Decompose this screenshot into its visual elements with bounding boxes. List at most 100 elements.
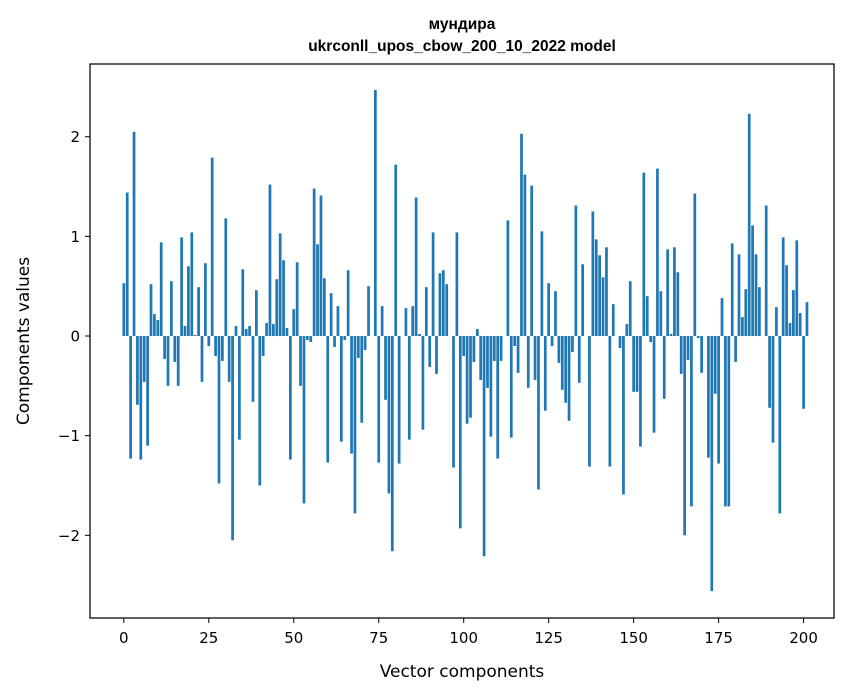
x-axis-label: Vector components <box>380 662 545 682</box>
bar-58 <box>319 195 323 337</box>
bar-108 <box>489 336 493 437</box>
bar-190 <box>768 336 771 408</box>
bar-56 <box>312 188 316 337</box>
y-tick-label: 0 <box>70 328 80 346</box>
bar-106 <box>482 336 486 557</box>
bar-18 <box>183 326 187 337</box>
bar-123 <box>540 231 544 337</box>
bar-138 <box>591 211 595 337</box>
bar-160 <box>666 249 669 337</box>
bar-115 <box>513 336 517 346</box>
bar-84 <box>407 336 411 440</box>
y-tick-label: 2 <box>70 128 80 146</box>
bar-81 <box>397 336 401 464</box>
bar-6 <box>142 336 146 382</box>
bar-36 <box>244 329 248 337</box>
bar-116 <box>516 336 520 373</box>
bar-80 <box>394 164 398 337</box>
bar-52 <box>299 336 302 386</box>
bar-87 <box>418 334 421 337</box>
bar-139 <box>594 239 598 337</box>
bar-186 <box>754 254 758 337</box>
bar-169 <box>696 336 700 339</box>
bar-167 <box>690 336 693 507</box>
bar-14 <box>170 281 173 337</box>
bar-12 <box>163 336 166 359</box>
bar-120 <box>530 185 534 337</box>
bar-146 <box>618 336 622 348</box>
bar-43 <box>268 184 272 337</box>
bar-35 <box>241 269 245 337</box>
bar-20 <box>190 232 194 337</box>
bar-157 <box>656 168 659 337</box>
bar-60 <box>326 336 330 463</box>
bar-174 <box>713 336 717 394</box>
bar-121 <box>533 336 537 380</box>
x-tick-label: 100 <box>449 629 478 647</box>
y-ticks-group: −2 −1 0 1 2 <box>58 128 90 545</box>
bar-66 <box>346 270 350 337</box>
x-tick-label: 0 <box>119 629 129 647</box>
bar-79 <box>390 336 394 552</box>
y-tick-label: 1 <box>70 228 80 246</box>
bar-57 <box>316 244 319 337</box>
bar-77 <box>384 336 387 400</box>
bar-127 <box>554 291 557 337</box>
bar-150 <box>632 336 635 392</box>
bar-149 <box>628 281 632 337</box>
bar-134 <box>577 336 581 383</box>
bar-55 <box>309 336 313 342</box>
bar-41 <box>261 336 265 356</box>
bar-105 <box>479 336 483 380</box>
bar-159 <box>662 336 666 399</box>
bar-38 <box>251 336 255 402</box>
bar-104 <box>475 329 479 337</box>
bar-154 <box>645 296 649 337</box>
x-tick-label: 50 <box>284 629 303 647</box>
bar-100 <box>462 336 466 356</box>
bar-64 <box>339 336 343 442</box>
bar-49 <box>289 336 292 460</box>
bar-107 <box>486 336 489 388</box>
x-tick-label: 125 <box>534 629 563 647</box>
bar-161 <box>669 334 673 337</box>
bar-200 <box>802 336 805 409</box>
bar-131 <box>567 336 571 421</box>
bar-24 <box>204 263 207 337</box>
bar-5 <box>139 336 143 460</box>
bar-177 <box>724 336 727 507</box>
bar-129 <box>560 336 564 390</box>
bar-54 <box>305 336 309 341</box>
bar-42 <box>265 323 268 337</box>
bar-183 <box>744 289 748 337</box>
bar-78 <box>387 336 391 494</box>
bar-47 <box>282 260 285 337</box>
bar-86 <box>414 197 418 337</box>
bar-193 <box>778 336 782 514</box>
bar-33 <box>234 326 238 337</box>
bar-117 <box>520 133 523 337</box>
bar-163 <box>676 272 680 337</box>
bar-170 <box>700 336 703 373</box>
y-tick-label: −2 <box>58 527 80 545</box>
bar-45 <box>275 279 279 337</box>
bar-184 <box>747 113 751 337</box>
bar-133 <box>574 205 578 337</box>
bar-182 <box>741 317 744 337</box>
bar-93 <box>438 273 442 337</box>
bar-69 <box>356 336 360 358</box>
bar-68 <box>353 336 357 514</box>
bar-130 <box>564 336 568 403</box>
bar-40 <box>258 336 262 486</box>
bar-29 <box>221 336 224 361</box>
bar-132 <box>571 336 574 352</box>
chart-title-line1: мундира <box>429 16 496 33</box>
bar-178 <box>727 336 731 507</box>
bar-192 <box>775 307 778 337</box>
bar-172 <box>707 336 710 458</box>
bar-2 <box>129 336 132 459</box>
x-tick-label: 175 <box>704 629 733 647</box>
bar-13 <box>166 336 170 386</box>
bar-114 <box>509 336 513 438</box>
bar-164 <box>679 336 683 374</box>
